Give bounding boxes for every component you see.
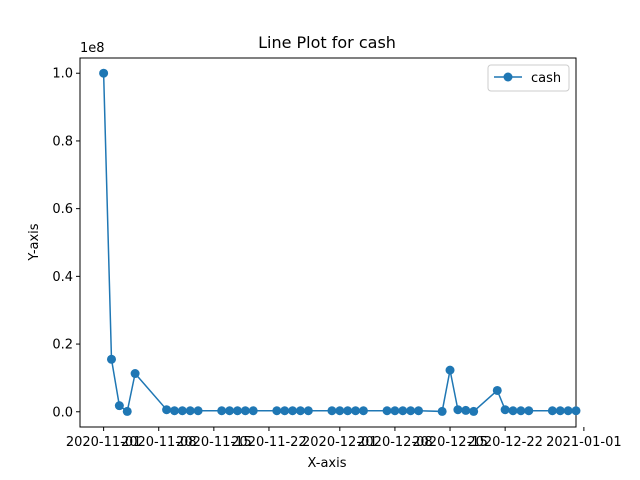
data-point bbox=[547, 406, 557, 416]
data-point bbox=[453, 405, 463, 415]
data-point bbox=[500, 405, 510, 415]
data-point bbox=[280, 406, 290, 416]
x-axis-label: X-axis bbox=[308, 456, 347, 471]
x-tick-label: 2020-12-15 bbox=[412, 435, 488, 450]
data-point bbox=[343, 406, 353, 416]
data-point bbox=[398, 406, 408, 416]
data-point bbox=[177, 406, 187, 416]
y-tick-label: 0.2 bbox=[52, 338, 73, 353]
data-point bbox=[445, 365, 455, 375]
data-point bbox=[295, 406, 305, 416]
x-axis-ticks: 2020-11-012020-11-082020-11-152020-11-22… bbox=[66, 427, 622, 450]
x-tick-label: 2020-11-22 bbox=[231, 435, 307, 450]
x-tick-label: 2020-12-08 bbox=[357, 435, 433, 450]
data-point bbox=[185, 406, 195, 416]
legend-marker-swatch bbox=[503, 72, 513, 82]
y-tick-label: 0.0 bbox=[52, 405, 73, 420]
data-point bbox=[327, 406, 337, 416]
series-points-cash bbox=[99, 68, 581, 416]
x-tick-label: 2020-11-08 bbox=[121, 435, 197, 450]
plot-area-frame bbox=[79, 57, 577, 428]
data-point bbox=[288, 406, 298, 416]
legend: cash bbox=[487, 64, 570, 92]
data-point bbox=[232, 406, 242, 416]
data-point bbox=[571, 406, 581, 416]
data-point bbox=[99, 68, 109, 78]
legend-box bbox=[487, 64, 570, 92]
y-tick-label: 0.4 bbox=[52, 270, 73, 285]
data-point bbox=[516, 406, 526, 416]
data-point bbox=[390, 406, 400, 416]
legend-label-cash: cash bbox=[531, 71, 561, 86]
y-tick-label: 1.0 bbox=[52, 67, 73, 82]
x-tick-label: 2020-11-01 bbox=[66, 435, 142, 450]
y-tick-label: 0.8 bbox=[52, 134, 73, 149]
x-tick-label: 2021-01-01 bbox=[546, 435, 622, 450]
data-point bbox=[303, 406, 313, 416]
x-tick-label: 2020-12-22 bbox=[467, 435, 543, 450]
data-point bbox=[508, 406, 518, 416]
data-point bbox=[106, 354, 116, 364]
data-point bbox=[437, 406, 447, 416]
data-point bbox=[114, 401, 124, 411]
data-point bbox=[240, 406, 250, 416]
data-point bbox=[406, 406, 416, 416]
data-point bbox=[469, 406, 479, 416]
y-tick-label: 0.6 bbox=[52, 202, 73, 217]
data-point bbox=[382, 406, 392, 416]
y-axis-label: Y-axis bbox=[27, 223, 42, 261]
data-point bbox=[461, 405, 471, 415]
data-point bbox=[414, 406, 424, 416]
data-point bbox=[248, 406, 258, 416]
x-tick-label: 2020-11-15 bbox=[176, 435, 252, 450]
data-point bbox=[162, 405, 172, 415]
data-point bbox=[492, 385, 502, 395]
y-offset-text: 1e8 bbox=[80, 41, 105, 56]
data-point bbox=[563, 406, 573, 416]
data-point bbox=[358, 406, 368, 416]
data-point bbox=[169, 406, 179, 416]
data-point bbox=[335, 406, 345, 416]
data-point bbox=[555, 406, 565, 416]
x-tick-label: 2020-12-01 bbox=[302, 435, 378, 450]
data-point bbox=[193, 406, 203, 416]
data-point bbox=[130, 369, 140, 379]
data-point bbox=[351, 406, 361, 416]
data-point bbox=[524, 406, 534, 416]
data-point bbox=[272, 406, 282, 416]
y-axis-ticks: 0.0 0.2 0.4 0.6 0.8 1.0 bbox=[52, 67, 80, 420]
data-point bbox=[217, 406, 227, 416]
data-point bbox=[225, 406, 235, 416]
chart-title: Line Plot for cash bbox=[258, 33, 396, 52]
data-point bbox=[122, 406, 132, 416]
